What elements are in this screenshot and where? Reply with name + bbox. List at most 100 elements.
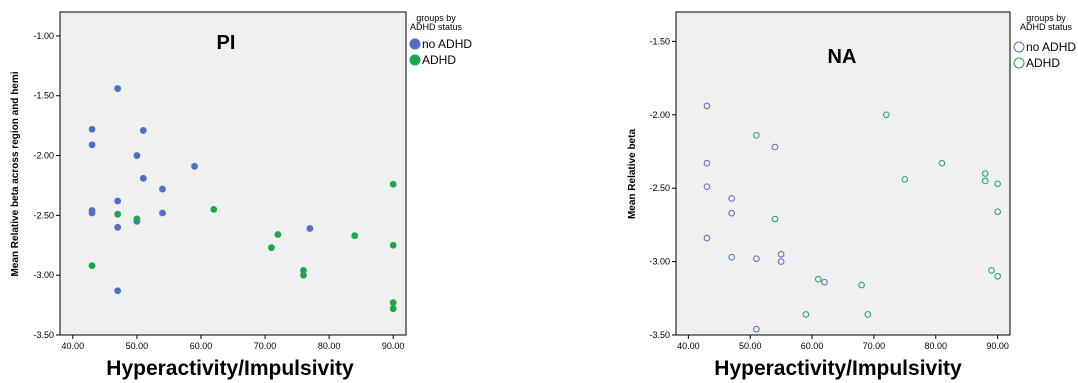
data-point — [938, 159, 946, 167]
plot-area — [59, 11, 407, 336]
data-point — [771, 215, 779, 223]
x-tick-label: 90.00 — [986, 341, 1009, 351]
data-point — [728, 253, 735, 261]
plot-area — [675, 11, 1011, 336]
x-tick-label: 60.00 — [190, 341, 213, 351]
x-tick-label: 50.00 — [126, 341, 149, 351]
data-point — [994, 180, 1001, 188]
data-point — [777, 250, 785, 258]
data-point — [306, 225, 314, 232]
legend-title: ADHD status — [410, 22, 463, 32]
x-tick-label: 70.00 — [254, 341, 277, 351]
chart-panel-1: 40.00 50.00 60.00 70.00 80.00 90.00 -1.00 -1.50… — [10, 11, 472, 380]
y-tick-label: -2.50 — [649, 183, 670, 193]
data-point — [139, 127, 147, 134]
data-point — [268, 244, 275, 252]
chart-panel-2: 40.00 50.00 60.00 70.00 80.00 90.00 -1.50 -2.00… — [627, 11, 1076, 380]
data-point — [114, 197, 122, 205]
data-point — [139, 174, 147, 182]
data-point — [133, 215, 141, 223]
y-axis-label: Mean Relative beta across region and hem… — [10, 71, 21, 276]
legend-label: no ADHD — [422, 37, 472, 51]
legend-marker — [1013, 41, 1025, 53]
data-point — [210, 205, 218, 213]
y-tick-label: -3.00 — [33, 270, 54, 280]
data-point — [114, 85, 122, 92]
data-point — [981, 177, 989, 185]
x-tick-label: 80.00 — [925, 341, 948, 351]
data-point — [882, 111, 890, 119]
chart-title: PI — [217, 32, 236, 54]
data-point — [814, 275, 822, 283]
y-tick-label: -1.00 — [33, 31, 54, 41]
y-tick-label: -1.50 — [33, 91, 54, 101]
legend-marker — [1013, 57, 1025, 69]
data-point — [994, 272, 1001, 280]
data-point — [351, 232, 359, 240]
data-point — [864, 311, 872, 318]
data-point — [274, 231, 282, 238]
chart-title: NA — [828, 46, 857, 68]
data-point — [703, 234, 711, 242]
data-point — [728, 195, 735, 202]
x-tick-label: 90.00 — [382, 341, 405, 351]
y-tick-label: -2.50 — [33, 210, 54, 220]
data-point — [901, 176, 909, 183]
y-tick-label: -1.50 — [649, 36, 670, 46]
data-point — [159, 185, 166, 193]
data-point — [389, 241, 397, 249]
data-point — [114, 223, 122, 231]
data-point — [114, 210, 122, 218]
data-point — [88, 141, 96, 149]
x-tick-label: 80.00 — [318, 341, 341, 351]
y-tick-label: -2.00 — [33, 151, 54, 161]
data-point — [300, 271, 307, 279]
x-tick-label: 40.00 — [62, 341, 85, 351]
data-point — [777, 258, 785, 265]
legend-label: no ADHD — [1026, 40, 1076, 54]
data-point — [88, 125, 96, 133]
data-point — [994, 208, 1001, 215]
y-tick-label: -3.50 — [33, 330, 54, 340]
data-point — [88, 262, 96, 270]
legend-label: ADHD — [422, 53, 456, 67]
data-point — [159, 209, 166, 217]
data-point — [753, 325, 760, 333]
data-point — [389, 305, 397, 313]
legend-title: ADHD status — [1020, 22, 1073, 32]
data-point — [703, 183, 711, 191]
data-point — [821, 278, 828, 286]
data-point — [114, 287, 122, 295]
data-point — [771, 143, 779, 151]
data-point — [753, 132, 760, 139]
legend-marker — [409, 54, 421, 66]
legend-title: groups by — [1026, 13, 1066, 23]
legend-title: groups by — [416, 13, 456, 23]
data-point — [389, 180, 397, 188]
data-point — [988, 267, 995, 274]
data-point — [728, 209, 735, 217]
data-point — [753, 255, 760, 262]
y-tick-label: -3.50 — [649, 330, 670, 340]
data-point — [300, 267, 307, 274]
data-point — [703, 159, 711, 167]
data-point — [802, 311, 810, 318]
data-point — [133, 152, 141, 159]
x-axis-label: Hyperactivity/Impulsivity — [106, 357, 354, 380]
x-tick-label: 40.00 — [677, 341, 700, 351]
x-tick-label: 70.00 — [863, 341, 886, 351]
data-point — [389, 299, 397, 307]
data-point — [858, 281, 865, 289]
y-axis-label: Mean Relative beta — [627, 129, 638, 219]
x-tick-label: 50.00 — [739, 341, 762, 351]
data-point — [191, 162, 198, 170]
x-tick-label: 60.00 — [801, 341, 824, 351]
data-point — [88, 209, 96, 217]
data-point — [981, 170, 989, 177]
legend-label: ADHD — [1026, 56, 1060, 70]
y-tick-label: -3.00 — [649, 257, 670, 267]
